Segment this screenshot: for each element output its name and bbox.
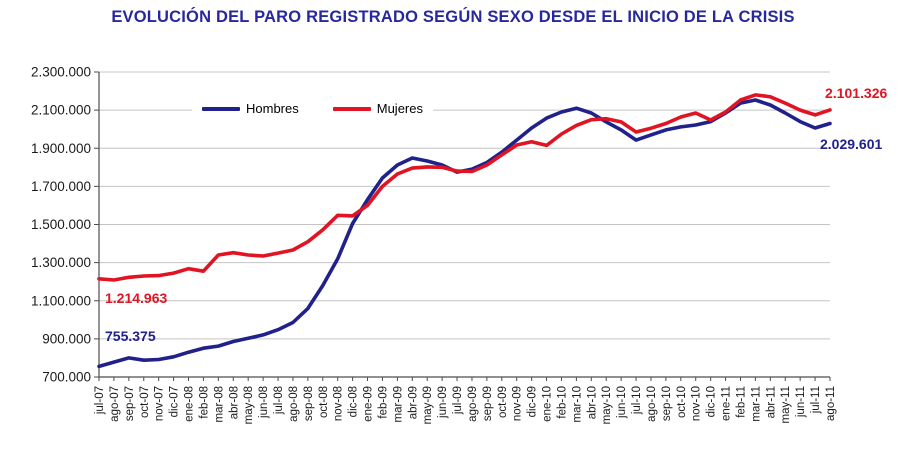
y-tick-label: 1.300.000 [31,255,91,270]
legend-item-mujeres: Mujeres [332,101,423,116]
legend-item-hombres: Hombres [202,101,299,116]
x-tick-label: ene-09 [363,386,375,422]
x-tick-label: jul-11 [810,386,822,414]
x-tick-label: ago-09 [467,386,479,422]
x-tick-label: jun-10 [616,386,628,419]
x-tick-label: mar-11 [750,386,762,422]
x-tick-label: may-10 [601,386,613,424]
x-tick-label: sep-08 [303,386,315,421]
x-tick-label: dic-07 [169,386,181,417]
x-tick-label: nov-10 [691,386,703,421]
x-tick-label: jul-09 [452,386,464,415]
x-tick-label: may-08 [243,386,255,424]
x-tick-label: ago-07 [109,386,121,422]
y-axis: 700.000 900.000 1.100.000 1.300.000 1.500.00… [31,65,99,385]
x-tick-label: dic-10 [706,386,718,417]
x-tick-label: jul-07 [94,386,106,415]
y-tick-label: 700.000 [42,370,91,385]
mujeres-series-line [97,93,832,282]
x-tick-label: ago-11 [825,386,837,421]
x-tick-label: nov-08 [333,386,345,421]
x-tick-label: sep-10 [661,386,673,421]
x-tick-label: jun-09 [437,386,449,419]
x-tick-label: ago-10 [646,386,658,422]
x-tick-label: oct-09 [497,386,509,418]
hombres-end-label: 2.029.601 [820,136,883,152]
x-tick-label: abr-11 [765,386,777,418]
legend-label-mujeres: Mujeres [376,101,423,116]
x-tick-label: abr-09 [407,386,419,419]
mujeres-end-label: 2.101.326 [825,85,888,101]
x-tick-label: mar-08 [213,386,225,422]
x-tick-label: oct-07 [139,386,151,418]
mujeres-start-label: 1.214.963 [105,290,168,306]
x-tick-label: ene-10 [542,386,554,422]
x-tick-label: abr-10 [586,386,598,419]
y-tick-label: 1.500.000 [31,217,91,232]
x-tick-label: dic-08 [348,386,360,417]
mujeres-line-swatch-icon [332,106,371,111]
x-tick-label: nov-09 [512,386,524,421]
hombres-line-swatch-icon [202,106,240,111]
hombres-start-label: 755.375 [105,328,156,344]
y-tick-label: 1.900.000 [31,141,91,156]
legend-label-hombres: Hombres [246,101,299,116]
x-tick-label: jun-08 [258,386,270,419]
y-tick-label: 2.300.000 [31,65,91,80]
x-tick-label: mar-09 [392,386,404,422]
y-tick-label: 1.700.000 [31,179,91,194]
gridlines [99,71,830,340]
x-tick-label: feb-10 [556,386,568,419]
x-tick-label: jun-11 [795,386,807,418]
x-tick-label: ene-11 [721,386,733,421]
x-tick-label: sep-07 [124,386,136,421]
x-tick-label: sep-09 [482,386,494,421]
chart-title: EVOLUCIÓN DEL PARO REGISTRADO SEGÚN SEXO… [111,8,795,26]
y-tick-label: 1.100.000 [31,293,91,308]
x-tick-label: feb-11 [735,386,747,418]
x-tick-label: may-11 [780,386,792,424]
hombres-series-line [97,98,832,369]
x-axis: jul-07 ago-07 sep-07 oct-07 nov-07 dic-07 ene-… [94,377,837,424]
x-tick-label: abr-08 [228,386,240,419]
y-tick-label: 2.100.000 [31,103,91,118]
x-tick-label: feb-08 [198,386,210,419]
y-tick-label: 900.000 [42,331,91,346]
x-tick-label: feb-09 [377,386,389,419]
x-tick-label: jul-08 [273,386,285,415]
x-tick-label: mar-10 [571,386,583,422]
x-tick-label: nov-07 [154,386,166,421]
x-tick-label: dic-09 [527,386,539,417]
x-tick-label: ene-08 [184,386,196,422]
x-tick-label: oct-10 [676,386,688,418]
x-tick-label: may-09 [422,386,434,424]
x-tick-label: oct-08 [318,386,330,418]
x-tick-label: ago-08 [288,386,300,422]
chart-legend: Hombres Mujeres [192,96,433,121]
x-tick-label: jul-10 [631,386,643,415]
